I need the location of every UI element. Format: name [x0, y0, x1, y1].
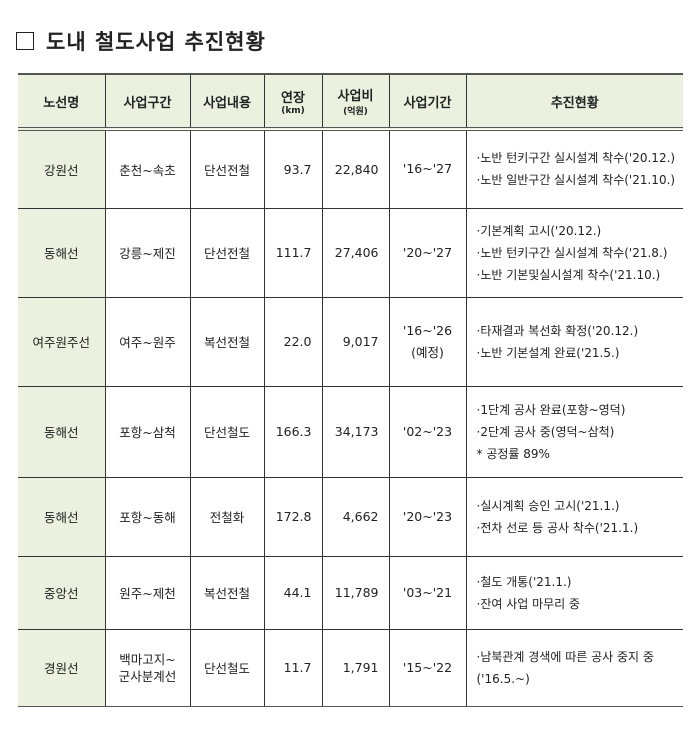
period-text: '16~'26 — [402, 322, 453, 338]
status-cell: ·철도 개통('21.1.) ·잔여 사업 마무리 중 — [465, 555, 683, 630]
table-row: 여주원주선 여주~원주 복선전철 22.0 9,017 '16~'26 (예정) ·타재결과 … — [18, 296, 683, 387]
railway-projects-table: 노선명 사업구간 사업내용 연장 (km) 사업비 (억원) 사업기간 추진현황 강… — [18, 73, 683, 707]
table-row: 경원선 백마고지~ 군사분계선 단선철도 11.7 1,791 '15~'22 ·남북관계 경… — [18, 628, 683, 707]
content-cell: 단선철도 — [189, 385, 265, 478]
status-cell: ·남북관계 경색에 따른 공사 중지 중('16.5.~) — [465, 628, 683, 707]
cost-cell: 4,662 — [321, 476, 390, 557]
section-cell: 여주~원주 — [104, 296, 191, 387]
period-text: '16~'27 — [402, 161, 453, 177]
period-text: '02~'23 — [402, 423, 453, 439]
status-item: ·실시계획 승인 고시('21.1.) — [476, 498, 620, 513]
period-text: '15~'22 — [402, 659, 453, 675]
table-row: 강원선 춘천~속초 단선전철 93.7 22,840 '16~'27 ·노반 턴키구간 실시… — [18, 128, 683, 209]
status-item: ·타재결과 복선화 확정('20.12.) — [476, 323, 639, 338]
cost-cell: 11,789 — [321, 555, 390, 630]
cost-cell: 27,406 — [321, 207, 390, 298]
period-text: '20~'23 — [402, 508, 453, 524]
section-cell: 포항~동해 — [104, 476, 191, 557]
header-content: 사업내용 — [189, 73, 265, 131]
status-cell: ·기본계획 고시('20.12.) ·노반 턴키구간 실시설계 착수('21.8.… — [465, 207, 683, 298]
line-cell: 동해선 — [18, 207, 106, 298]
header-line: 노선명 — [18, 73, 106, 131]
status-item: ·전차 선로 등 공사 착수('21.1.) — [476, 520, 639, 535]
line-cell: 경원선 — [18, 628, 106, 707]
period-cell: '03~'21 — [388, 555, 467, 630]
status-item: ·노반 턴키구간 실시설계 착수('21.8.) — [476, 245, 668, 260]
content-cell: 단선전철 — [189, 128, 265, 209]
status-item: * 공정률 89% — [476, 446, 550, 461]
content-cell: 단선철도 — [189, 628, 265, 707]
section-cell: 포항~삼척 — [104, 385, 191, 478]
period-cell: '16~'26 (예정) — [388, 296, 467, 387]
period-note: (예정) — [411, 344, 444, 360]
header-cost: 사업비 (억원) — [321, 73, 390, 131]
line-cell: 동해선 — [18, 476, 106, 557]
length-cell: 11.7 — [263, 628, 323, 707]
period-cell: '20~'27 — [388, 207, 467, 298]
header-status: 추진현황 — [465, 73, 683, 131]
status-cell: ·노반 턴키구간 실시설계 착수('20.12.) ·노반 일반구간 실시설계 착… — [465, 128, 683, 209]
period-cell: '02~'23 — [388, 385, 467, 478]
status-cell: ·1단계 공사 완료(포항~영덕) ·2단계 공사 중(영덕~삼척) * 공정률 8… — [465, 385, 683, 478]
section-cell: 춘천~속초 — [104, 128, 191, 209]
title-text: 도내 철도사업 추진현황 — [46, 29, 266, 54]
status-item: ·철도 개통('21.1.) — [476, 574, 572, 589]
length-cell: 111.7 — [263, 207, 323, 298]
status-item: ·남북관계 경색에 따른 공사 중지 중('16.5.~) — [476, 649, 654, 686]
length-cell: 44.1 — [263, 555, 323, 630]
status-item: ·노반 턴키구간 실시설계 착수('20.12.) — [476, 151, 676, 166]
content-cell: 전철화 — [189, 476, 265, 557]
period-cell: '15~'22 — [388, 628, 467, 707]
table-row: 중앙선 원주~제천 복선전철 44.1 11,789 '03~'21 ·철도 개통('21.… — [18, 555, 683, 630]
status-item: ·기본계획 고시('20.12.) — [476, 223, 602, 238]
table-row: 동해선 강릉~제진 단선전철 111.7 27,406 '20~'27 ·기본계획 고시('… — [18, 207, 683, 298]
status-item: ·노반 기본설계 완료('21.5.) — [476, 345, 620, 360]
length-cell: 93.7 — [263, 128, 323, 209]
header-section: 사업구간 — [104, 73, 191, 131]
line-cell: 중앙선 — [18, 555, 106, 630]
line-cell: 동해선 — [18, 385, 106, 478]
period-text: '03~'21 — [402, 584, 453, 600]
status-cell: ·타재결과 복선화 확정('20.12.) ·노반 기본설계 완료('21.5.) — [465, 296, 683, 387]
length-cell: 166.3 — [263, 385, 323, 478]
content-cell: 복선전철 — [189, 296, 265, 387]
status-item: ·잔여 사업 마무리 중 — [476, 596, 581, 611]
cost-cell: 9,017 — [321, 296, 390, 387]
status-item: ·노반 일반구간 실시설계 착수('21.10.) — [476, 173, 676, 188]
line-cell: 강원선 — [18, 128, 106, 209]
period-cell: '20~'23 — [388, 476, 467, 557]
header-period: 사업기간 — [388, 73, 467, 131]
table-row: 동해선 포항~동해 전철화 172.8 4,662 '20~'23 ·실시계획 승인 고시(… — [18, 476, 683, 557]
cost-cell: 22,840 — [321, 128, 390, 209]
checkbox-square-icon — [16, 32, 34, 50]
cost-cell: 34,173 — [321, 385, 390, 478]
period-cell: '16~'27 — [388, 128, 467, 209]
status-item: ·노반 기본및실시설계 착수('21.10.) — [476, 267, 661, 282]
cost-cell: 1,791 — [321, 628, 390, 707]
length-cell: 22.0 — [263, 296, 323, 387]
status-item: ·1단계 공사 완료(포항~영덕) — [476, 402, 626, 417]
page-title: 도내 철도사업 추진현황 — [16, 26, 266, 56]
table-row: 동해선 포항~삼척 단선철도 166.3 34,173 '02~'23 ·1단계 공사 완료… — [18, 385, 683, 478]
status-cell: ·실시계획 승인 고시('21.1.) ·전차 선로 등 공사 착수('21.1.… — [465, 476, 683, 557]
length-cell: 172.8 — [263, 476, 323, 557]
section-cell: 강릉~제진 — [104, 207, 191, 298]
period-text: '20~'27 — [402, 244, 453, 260]
status-item: ·2단계 공사 중(영덕~삼척) — [476, 424, 615, 439]
section-cell: 백마고지~ 군사분계선 — [104, 628, 191, 707]
content-cell: 단선전철 — [189, 207, 265, 298]
content-cell: 복선전철 — [189, 555, 265, 630]
line-cell: 여주원주선 — [18, 296, 106, 387]
header-length: 연장 (km) — [263, 73, 323, 131]
section-cell: 원주~제천 — [104, 555, 191, 630]
header-row: 노선명 사업구간 사업내용 연장 (km) 사업비 (억원) 사업기간 추진현황 — [18, 73, 683, 131]
